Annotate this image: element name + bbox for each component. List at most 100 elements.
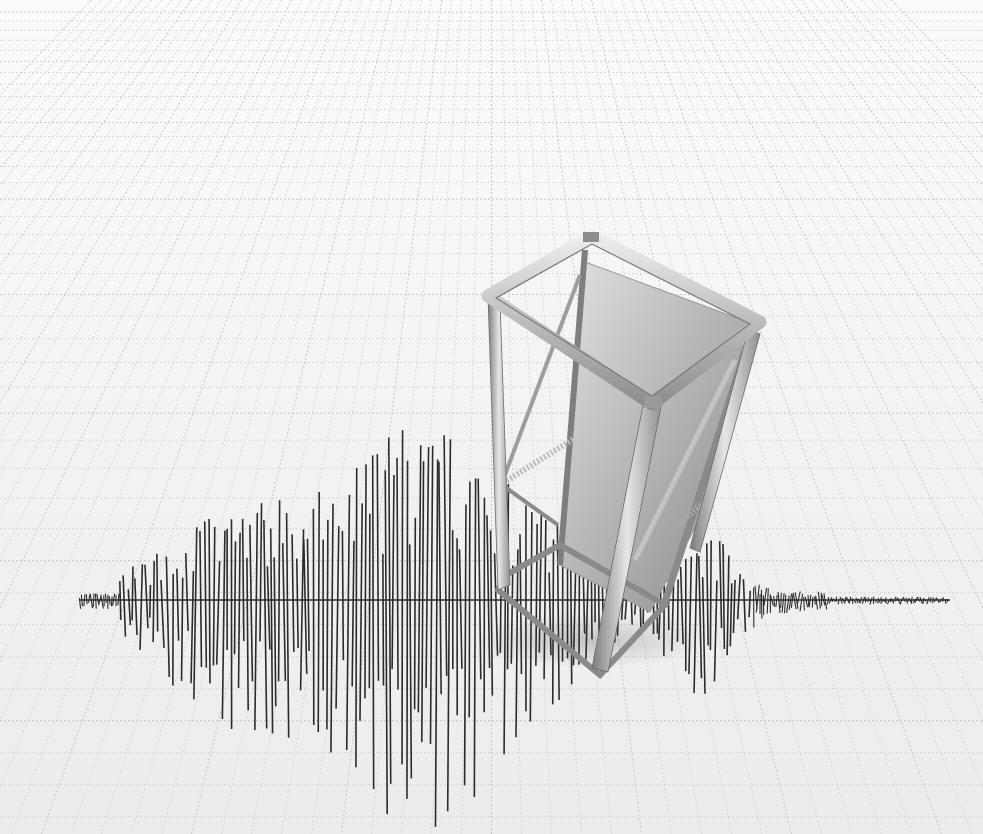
- seismogram-spike: [906, 597, 910, 604]
- seismogram-spike: [815, 595, 819, 610]
- rack-corner-cap: [644, 396, 662, 408]
- seismogram-spike: [463, 504, 467, 786]
- seismogram-spike: [736, 574, 742, 620]
- seismogram-spike: [705, 543, 709, 646]
- seismogram-spike: [794, 592, 799, 609]
- seismogram-spike: [515, 549, 519, 738]
- seismogram-spike: [912, 598, 916, 604]
- seismogram-spike: [249, 524, 254, 682]
- seismogram-spike: [839, 596, 843, 604]
- grid-column-line: [0, 0, 312, 723]
- seismogram-spike: [199, 531, 203, 668]
- grid-column-line: [731, 0, 983, 438]
- rack-back-left-post: [557, 249, 588, 566]
- seismogram-spike: [368, 513, 371, 689]
- seismogram-spike: [193, 527, 198, 700]
- seismogram-spike: [266, 566, 271, 650]
- grid-column-line: [0, 0, 222, 343]
- seismogram-spike: [326, 519, 329, 730]
- seismogram-spike: [775, 595, 778, 607]
- seismogram-spike: [117, 593, 120, 606]
- seismogram-spike: [676, 579, 679, 642]
- seismogram-spike: [939, 598, 943, 603]
- seismogram-spike: [908, 598, 912, 603]
- seismogram-spike: [770, 595, 774, 606]
- seismogram-spike: [885, 597, 887, 604]
- seismogram-spike: [152, 561, 156, 643]
- seismogram-spike: [299, 529, 305, 691]
- grid-column-line: [131, 0, 372, 834]
- grid-column-line: [431, 0, 472, 834]
- seismogram-spike: [679, 566, 684, 645]
- seismogram-spike: [335, 526, 340, 709]
- seismogram-spike: [413, 517, 417, 710]
- seismogram-spike: [89, 593, 94, 609]
- seismogram-spike: [867, 597, 872, 603]
- seismogram-spike: [823, 593, 828, 610]
- seismogram-spike: [831, 598, 834, 602]
- grid-column-line: [561, 0, 702, 834]
- seismogram-spike: [832, 598, 836, 602]
- rack-brace-left: [498, 274, 582, 489]
- seismogram-spike: [826, 596, 830, 605]
- seismogram-spike: [387, 437, 392, 784]
- grid-column-line: [781, 0, 983, 291]
- rack-brace-right: [632, 358, 738, 562]
- seismogram-trace-front: [78, 430, 949, 827]
- grid-column-line: [0, 0, 272, 516]
- seismogram-spike: [766, 588, 769, 614]
- seismogram-spike: [92, 593, 95, 608]
- grid-column-line: [251, 0, 412, 834]
- seismogram-spike: [119, 581, 122, 620]
- seismogram-spike: [473, 478, 477, 797]
- seismogram-spike: [841, 597, 845, 603]
- seismogram-spike: [688, 556, 693, 675]
- seismogram-spike: [246, 557, 249, 711]
- rack-mount-rail: [498, 435, 577, 488]
- seismogram-spike: [493, 553, 499, 656]
- seismogram-spike: [803, 597, 805, 611]
- seismogram-spike: [291, 534, 295, 653]
- grid-column-line: [11, 0, 332, 834]
- seismogram-spike: [376, 454, 380, 681]
- seismogram-spike: [233, 541, 237, 655]
- seismogram-spike: [792, 592, 797, 610]
- seismogram-spike: [208, 519, 211, 684]
- seismogram-spike: [148, 584, 152, 618]
- seismogram-spike: [914, 597, 918, 603]
- grid-column-line: [651, 0, 972, 834]
- seismogram-spike: [755, 584, 760, 613]
- seismogram-spike: [886, 598, 891, 605]
- grid-column-line: [311, 0, 432, 834]
- grid-column-line: [0, 0, 202, 291]
- seismogram-spike: [330, 503, 334, 753]
- grid-column-line: [281, 0, 422, 834]
- seismogram-spike: [351, 540, 355, 687]
- seismogram-spike: [902, 596, 906, 602]
- seismogram-spike: [882, 598, 886, 603]
- seismogram-spike: [828, 597, 833, 604]
- seismogram-spike: [942, 597, 945, 602]
- seismogram-spike: [443, 435, 448, 676]
- seismogram-spike: [859, 597, 863, 604]
- seismogram-spike: [215, 560, 221, 665]
- seismogram-spike: [371, 455, 375, 789]
- seismogram-spike: [729, 583, 733, 647]
- grid-column-line: [0, 0, 162, 205]
- seismogram-spike: [535, 523, 538, 666]
- seismogram-spike: [808, 594, 812, 608]
- grid-column-line: [631, 0, 912, 834]
- seismogram-spike: [807, 595, 810, 607]
- seismogram-spike: [788, 593, 793, 610]
- seismogram-spike: [477, 478, 482, 680]
- grid-column-line: [841, 0, 983, 170]
- seismogram-spike: [848, 596, 852, 604]
- seismogram-spike: [237, 532, 241, 689]
- seismogram-spike: [285, 513, 290, 738]
- seismogram-spike: [932, 597, 935, 604]
- seismogram-spike: [111, 593, 116, 606]
- seismogram-spike: [877, 597, 880, 604]
- seismogram-spike: [446, 439, 452, 812]
